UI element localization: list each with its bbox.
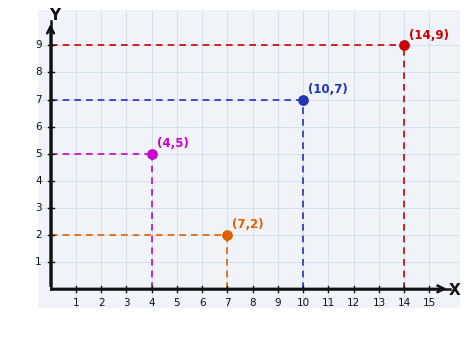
Text: 7: 7	[35, 94, 42, 105]
Text: 9: 9	[35, 40, 42, 50]
Text: 8: 8	[35, 67, 42, 78]
Text: 8: 8	[249, 298, 256, 307]
Text: (7,2): (7,2)	[232, 218, 264, 231]
Text: (10,7): (10,7)	[308, 83, 348, 96]
Text: X: X	[449, 283, 461, 298]
Point	[401, 43, 408, 48]
Text: 1: 1	[35, 257, 42, 267]
Point	[300, 97, 307, 102]
Text: 3: 3	[35, 203, 42, 213]
Text: (14,9): (14,9)	[409, 29, 449, 42]
Text: 6: 6	[35, 121, 42, 132]
Text: (4,5): (4,5)	[156, 137, 189, 150]
Text: 2: 2	[35, 230, 42, 240]
Text: 9: 9	[274, 298, 281, 307]
Point	[148, 151, 155, 156]
Text: 11: 11	[322, 298, 335, 307]
Text: 10: 10	[297, 298, 310, 307]
Text: 5: 5	[173, 298, 180, 307]
Text: 4: 4	[148, 298, 155, 307]
Text: Y: Y	[49, 8, 60, 23]
Text: 13: 13	[372, 298, 385, 307]
Point	[224, 232, 231, 237]
Text: 1: 1	[73, 298, 79, 307]
Text: 3: 3	[123, 298, 130, 307]
Text: 7: 7	[224, 298, 231, 307]
Text: 2: 2	[98, 298, 104, 307]
Text: 12: 12	[347, 298, 360, 307]
Text: 14: 14	[398, 298, 411, 307]
Text: 5: 5	[35, 149, 42, 159]
Text: 6: 6	[199, 298, 205, 307]
Text: 4: 4	[35, 176, 42, 186]
Text: 15: 15	[423, 298, 436, 307]
